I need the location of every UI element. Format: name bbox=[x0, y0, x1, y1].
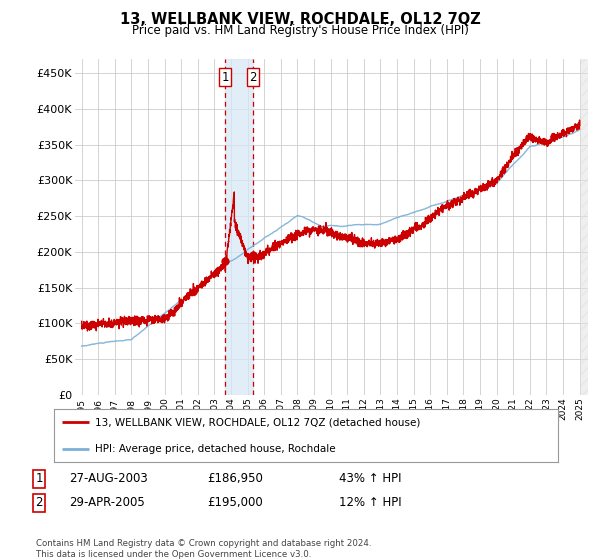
Text: 1: 1 bbox=[35, 472, 43, 486]
Text: £186,950: £186,950 bbox=[207, 472, 263, 486]
Text: 29-APR-2005: 29-APR-2005 bbox=[69, 496, 145, 510]
Text: 2: 2 bbox=[35, 496, 43, 510]
Text: 43% ↑ HPI: 43% ↑ HPI bbox=[339, 472, 401, 486]
Text: 13, WELLBANK VIEW, ROCHDALE, OL12 7QZ (detached house): 13, WELLBANK VIEW, ROCHDALE, OL12 7QZ (d… bbox=[95, 417, 421, 427]
Text: 27-AUG-2003: 27-AUG-2003 bbox=[69, 472, 148, 486]
Text: 12% ↑ HPI: 12% ↑ HPI bbox=[339, 496, 401, 510]
Bar bbox=[225, 59, 253, 395]
Text: 1: 1 bbox=[221, 71, 229, 83]
Text: Price paid vs. HM Land Registry's House Price Index (HPI): Price paid vs. HM Land Registry's House … bbox=[131, 24, 469, 36]
Bar bbox=[580, 59, 590, 395]
Text: £195,000: £195,000 bbox=[207, 496, 263, 510]
Text: Contains HM Land Registry data © Crown copyright and database right 2024.
This d: Contains HM Land Registry data © Crown c… bbox=[36, 539, 371, 559]
Text: HPI: Average price, detached house, Rochdale: HPI: Average price, detached house, Roch… bbox=[95, 444, 336, 454]
Text: 13, WELLBANK VIEW, ROCHDALE, OL12 7QZ: 13, WELLBANK VIEW, ROCHDALE, OL12 7QZ bbox=[119, 12, 481, 27]
Text: 2: 2 bbox=[250, 71, 257, 83]
